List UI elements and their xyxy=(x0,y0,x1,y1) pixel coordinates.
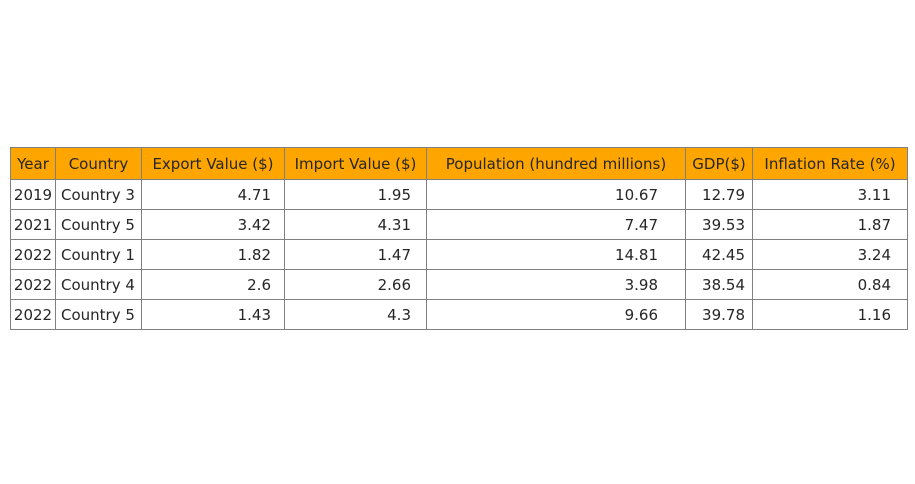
cell-year: 2022 xyxy=(10,239,56,270)
cell-export-value: 2.6 xyxy=(141,269,285,300)
cell-year: 2021 xyxy=(10,209,56,240)
cell-export-value: 1.82 xyxy=(141,239,285,270)
table-row: 2021 Country 5 3.42 4.31 7.47 39.53 1.87 xyxy=(10,209,908,240)
cell-country: Country 5 xyxy=(55,299,142,330)
column-header-year: Year xyxy=(10,147,56,180)
cell-country: Country 4 xyxy=(55,269,142,300)
cell-import-value: 4.3 xyxy=(284,299,427,330)
cell-import-value: 4.31 xyxy=(284,209,427,240)
table-row: 2022 Country 4 2.6 2.66 3.98 38.54 0.84 xyxy=(10,269,908,300)
cell-inflation-rate: 3.11 xyxy=(752,179,908,210)
cell-country: Country 5 xyxy=(55,209,142,240)
cell-country: Country 1 xyxy=(55,239,142,270)
cell-import-value: 2.66 xyxy=(284,269,427,300)
cell-inflation-rate: 1.87 xyxy=(752,209,908,240)
cell-year: 2022 xyxy=(10,269,56,300)
cell-gdp: 42.45 xyxy=(685,239,753,270)
table-row: 2022 Country 5 1.43 4.3 9.66 39.78 1.16 xyxy=(10,299,908,330)
cell-gdp: 39.78 xyxy=(685,299,753,330)
column-header-inflation-rate: Inflation Rate (%) xyxy=(752,147,908,180)
column-header-population: Population (hundred millions) xyxy=(426,147,686,180)
table-row: 2022 Country 1 1.82 1.47 14.81 42.45 3.2… xyxy=(10,239,908,270)
cell-population: 10.67 xyxy=(426,179,686,210)
column-header-import-value: Import Value ($) xyxy=(284,147,427,180)
cell-year: 2019 xyxy=(10,179,56,210)
header-row: Year Country Export Value ($) Import Val… xyxy=(10,147,908,180)
cell-export-value: 3.42 xyxy=(141,209,285,240)
column-header-gdp: GDP($) xyxy=(685,147,753,180)
column-header-country: Country xyxy=(55,147,142,180)
cell-gdp: 38.54 xyxy=(685,269,753,300)
cell-inflation-rate: 1.16 xyxy=(752,299,908,330)
cell-inflation-rate: 3.24 xyxy=(752,239,908,270)
cell-gdp: 12.79 xyxy=(685,179,753,210)
cell-import-value: 1.95 xyxy=(284,179,427,210)
cell-export-value: 4.71 xyxy=(141,179,285,210)
cell-year: 2022 xyxy=(10,299,56,330)
cell-population: 9.66 xyxy=(426,299,686,330)
cell-export-value: 1.43 xyxy=(141,299,285,330)
cell-population: 7.47 xyxy=(426,209,686,240)
cell-population: 3.98 xyxy=(426,269,686,300)
column-header-export-value: Export Value ($) xyxy=(141,147,285,180)
cell-inflation-rate: 0.84 xyxy=(752,269,908,300)
data-table: Year Country Export Value ($) Import Val… xyxy=(10,147,908,330)
cell-population: 14.81 xyxy=(426,239,686,270)
cell-import-value: 1.47 xyxy=(284,239,427,270)
table-row: 2019 Country 3 4.71 1.95 10.67 12.79 3.1… xyxy=(10,179,908,210)
cell-country: Country 3 xyxy=(55,179,142,210)
cell-gdp: 39.53 xyxy=(685,209,753,240)
